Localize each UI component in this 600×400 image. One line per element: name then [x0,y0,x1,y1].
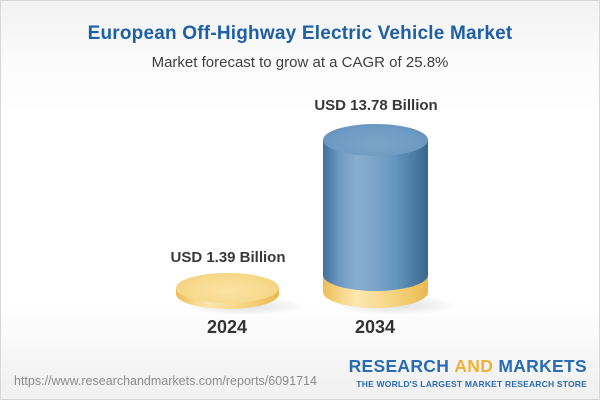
bar-2024-cylinder-top [176,273,279,303]
axis-label-2024: 2024 [206,317,248,337]
logo-word-research: RESEARCH [348,356,450,376]
logo-word-and: AND [454,356,494,376]
report-url: https://www.researchandmarkets.com/repor… [14,374,317,388]
value-label-2024: USD 1.39 Billion [170,249,286,266]
axis-label-2034: 2034 [354,317,396,337]
logo-tagline: THE WORLD'S LARGEST MARKET RESEARCH STOR… [356,379,587,389]
research-and-markets-logo: RESEARCH AND MARKETS THE WORLD'S LARGEST… [349,356,587,389]
logo-word-markets: MARKETS [498,356,587,376]
value-label-2034: USD 13.78 Billion [314,97,438,114]
chart-header: European Off-Highway Electric Vehicle Ma… [1,1,599,71]
bar-2034-cylinder-top [323,124,428,156]
chart-title: European Off-Highway Electric Vehicle Ma… [87,23,513,44]
logo-wordmark: RESEARCH AND MARKETS [349,356,587,377]
bar-2034-cylinder [323,140,428,291]
chart-subtitle: Market forecast to grow at a CAGR of 25.… [151,54,449,71]
